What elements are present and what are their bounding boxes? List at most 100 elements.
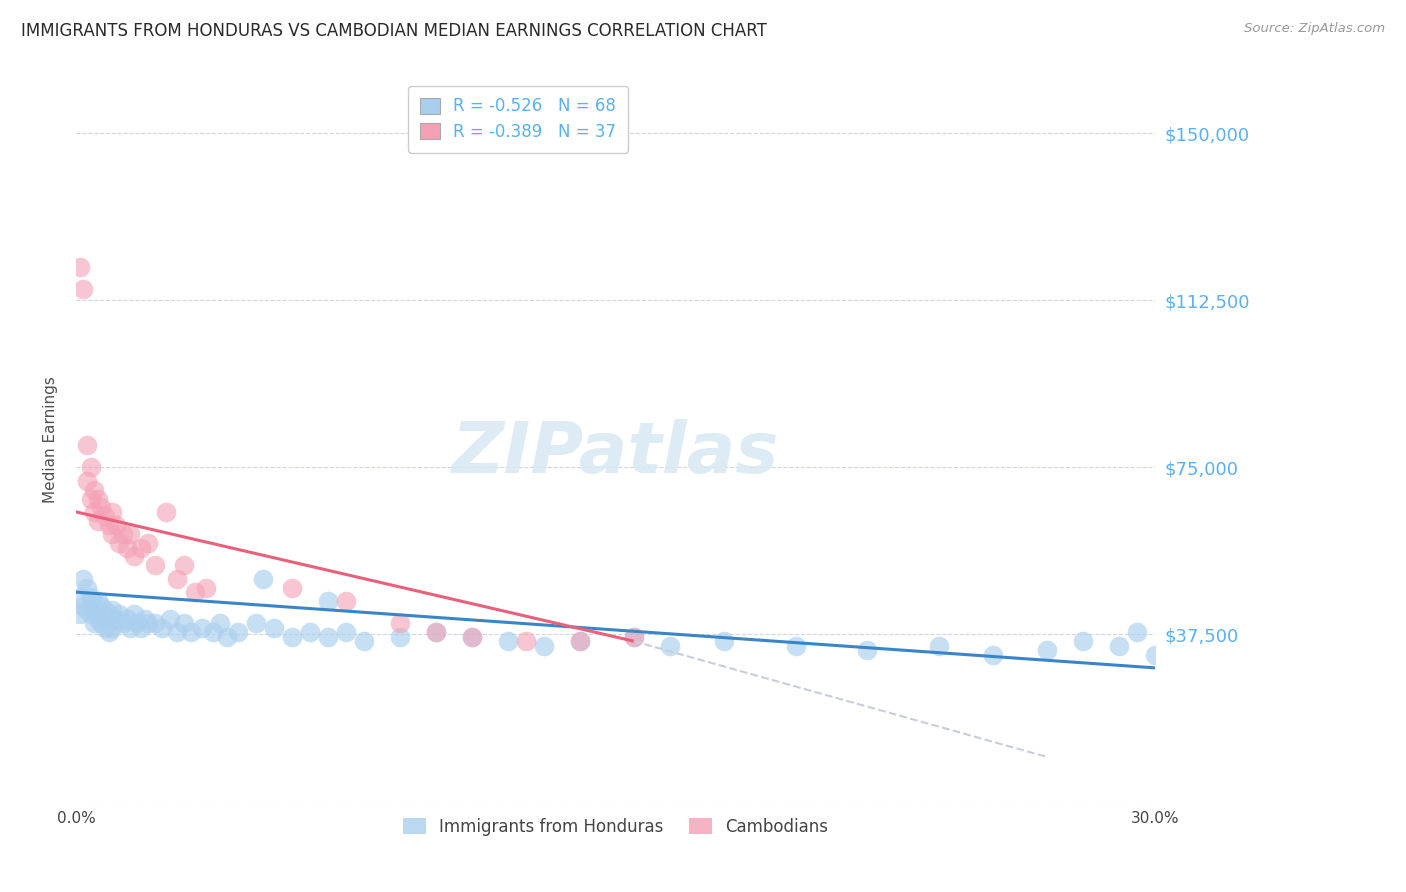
Point <box>108 607 131 622</box>
Point <box>120 527 142 541</box>
Point <box>101 621 124 635</box>
Point <box>115 612 138 626</box>
Text: IMMIGRANTS FROM HONDURAS VS CAMBODIAN MEDIAN EARNINGS CORRELATION CHART: IMMIGRANTS FROM HONDURAS VS CAMBODIAN ME… <box>21 22 766 40</box>
Point <box>94 603 117 617</box>
Point <box>83 483 105 497</box>
Point <box>217 630 239 644</box>
Text: ZIPatlas: ZIPatlas <box>451 419 779 489</box>
Point <box>173 558 195 573</box>
Point <box>87 514 110 528</box>
Point <box>166 572 188 586</box>
Point <box>180 625 202 640</box>
Point <box>173 616 195 631</box>
Point <box>461 630 484 644</box>
Point <box>166 625 188 640</box>
Point <box>209 616 232 631</box>
Point <box>856 643 879 657</box>
Point <box>122 549 145 564</box>
Point <box>143 616 166 631</box>
Point <box>79 607 101 622</box>
Point <box>69 260 91 274</box>
Point <box>79 491 101 506</box>
Point <box>87 491 110 506</box>
Point <box>159 612 181 626</box>
Point <box>129 621 152 635</box>
Point <box>111 616 134 631</box>
Point <box>97 607 120 622</box>
Point <box>87 612 110 626</box>
Point <box>129 541 152 555</box>
Point <box>1126 625 1149 640</box>
Point <box>316 630 339 644</box>
Point <box>1036 643 1059 657</box>
Point <box>152 621 174 635</box>
Point <box>335 625 357 640</box>
Point <box>101 603 124 617</box>
Point <box>1108 639 1130 653</box>
Point <box>335 594 357 608</box>
Point <box>101 527 124 541</box>
Point <box>97 625 120 640</box>
Point <box>69 590 91 604</box>
Point <box>108 536 131 550</box>
Point <box>623 630 645 644</box>
Point <box>461 630 484 644</box>
Y-axis label: Median Earnings: Median Earnings <box>44 376 58 503</box>
Point <box>515 634 537 648</box>
Point <box>226 625 249 640</box>
Point <box>263 621 285 635</box>
Point <box>101 505 124 519</box>
Point <box>79 590 101 604</box>
Point <box>90 599 112 613</box>
Point <box>79 460 101 475</box>
Point <box>928 639 950 653</box>
Point <box>658 639 681 653</box>
Point <box>316 594 339 608</box>
Point <box>155 505 177 519</box>
Point <box>94 509 117 524</box>
Point <box>136 536 159 550</box>
Point <box>425 625 447 640</box>
Point <box>90 616 112 631</box>
Point <box>111 527 134 541</box>
Point <box>83 505 105 519</box>
Point <box>252 572 274 586</box>
Point <box>533 639 555 653</box>
Point <box>94 621 117 635</box>
Point <box>353 634 375 648</box>
Point <box>72 282 94 296</box>
Point <box>104 518 127 533</box>
Point <box>76 581 98 595</box>
Legend: Immigrants from Honduras, Cambodians: Immigrants from Honduras, Cambodians <box>395 809 837 844</box>
Point <box>568 634 591 648</box>
Point <box>425 625 447 640</box>
Point <box>281 581 304 595</box>
Point <box>194 581 217 595</box>
Point <box>83 599 105 613</box>
Point <box>184 585 207 599</box>
Point <box>388 616 411 631</box>
Point <box>785 639 807 653</box>
Point <box>104 612 127 626</box>
Point <box>201 625 224 640</box>
Point <box>281 630 304 644</box>
Point <box>69 607 91 622</box>
Point <box>191 621 214 635</box>
Point <box>143 558 166 573</box>
Point <box>134 612 156 626</box>
Point <box>83 616 105 631</box>
Point <box>76 474 98 488</box>
Point <box>496 634 519 648</box>
Point <box>981 648 1004 662</box>
Point <box>388 630 411 644</box>
Point <box>136 616 159 631</box>
Point <box>713 634 735 648</box>
Point <box>120 621 142 635</box>
Point <box>72 572 94 586</box>
Point <box>122 607 145 622</box>
Point <box>72 599 94 613</box>
Point <box>1144 648 1167 662</box>
Point <box>245 616 267 631</box>
Point <box>568 634 591 648</box>
Point <box>1071 634 1094 648</box>
